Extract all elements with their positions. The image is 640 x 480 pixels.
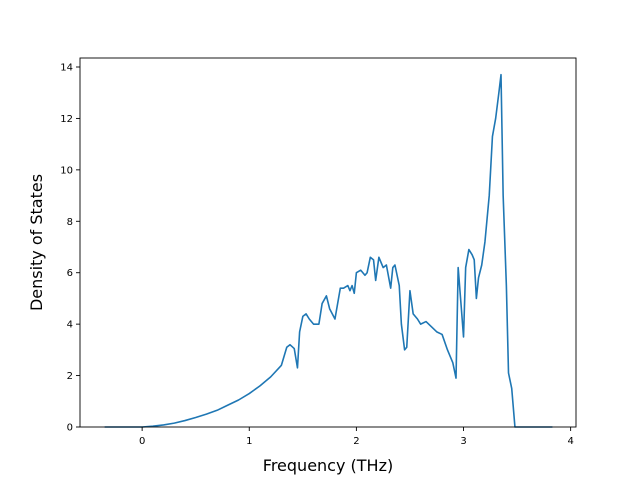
x-axis-label: Frequency (THz) — [263, 456, 393, 475]
plot-area — [104, 73, 553, 428]
y-tick-label: 4 — [67, 320, 73, 331]
y-axis-label: Density of States — [27, 174, 46, 311]
y-tick-label: 10 — [60, 165, 73, 176]
y-tick-label: 6 — [67, 268, 73, 279]
dos-series-line — [104, 73, 553, 428]
y-tick-label: 8 — [67, 217, 73, 228]
y-tick-label: 12 — [60, 114, 73, 125]
x-tick-label: 4 — [567, 436, 573, 447]
x-tick-label: 1 — [246, 436, 252, 447]
x-tick-label: 3 — [460, 436, 466, 447]
y-tick-label: 0 — [67, 423, 73, 434]
x-tick-label: 2 — [353, 436, 359, 447]
x-tick-label: 0 — [139, 436, 145, 447]
y-tick-label: 14 — [60, 63, 73, 74]
y-tick-label: 2 — [67, 371, 73, 382]
axes-frame — [79, 57, 577, 428]
